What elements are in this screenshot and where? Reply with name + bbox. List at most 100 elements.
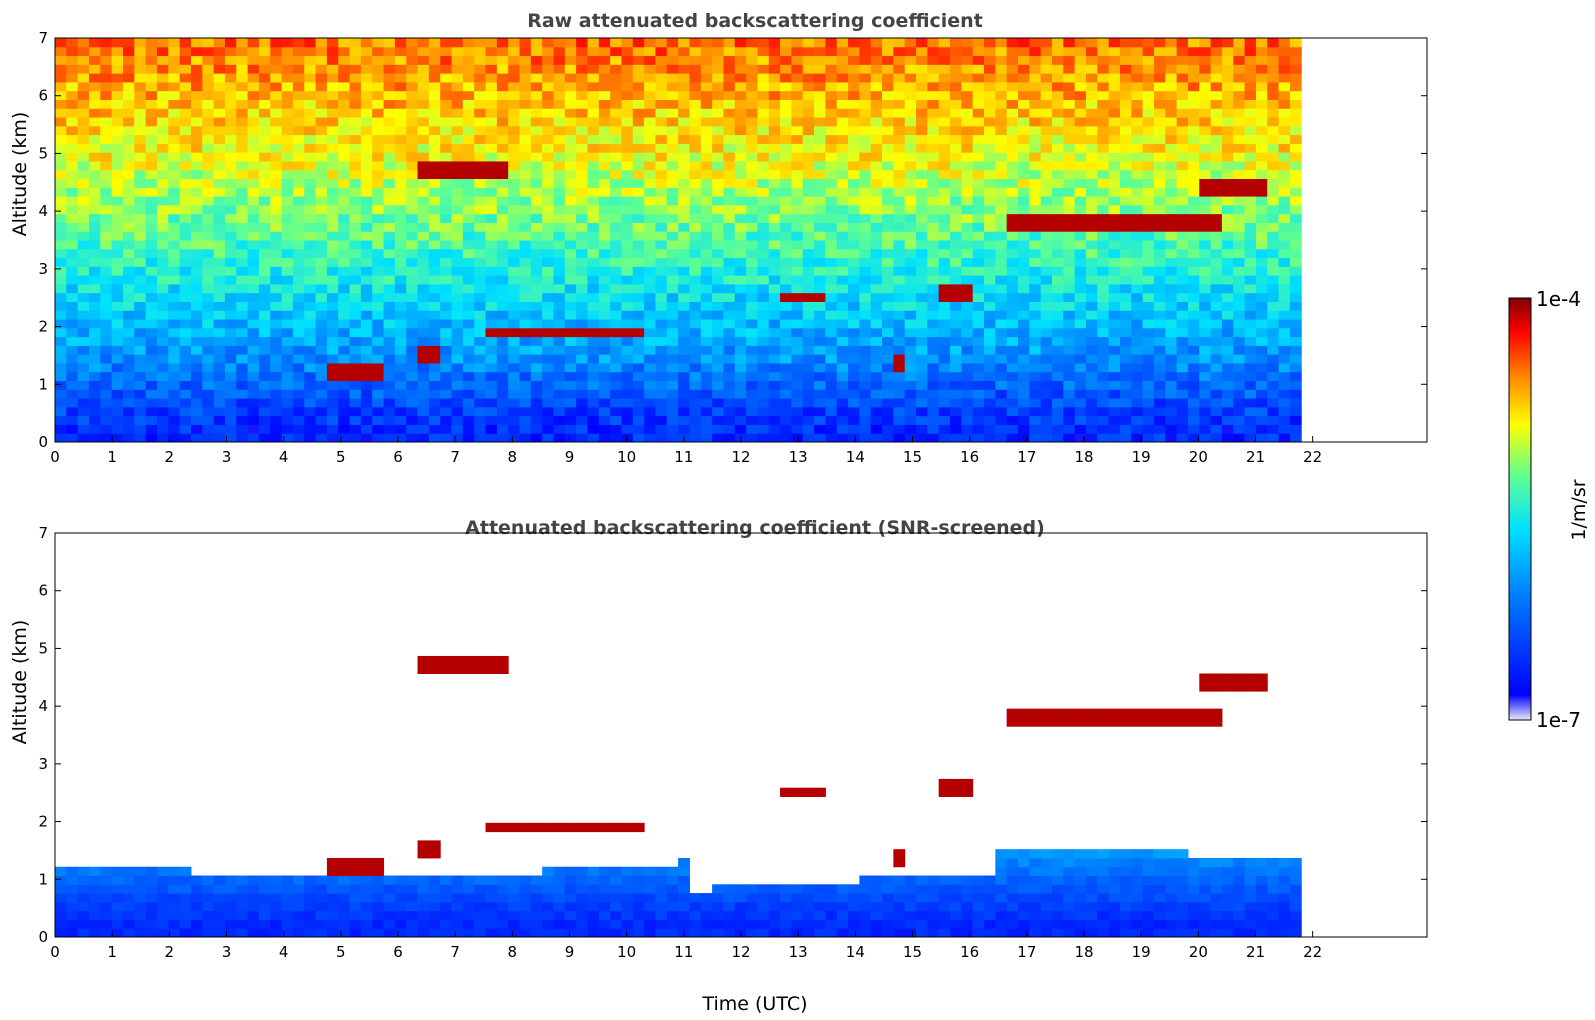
heatmap-cell bbox=[1176, 125, 1189, 136]
heatmap-cell bbox=[224, 424, 237, 434]
heatmap-cell bbox=[927, 46, 940, 57]
heatmap-cell bbox=[134, 134, 147, 144]
heatmap-cell bbox=[870, 81, 883, 92]
heatmap-cell bbox=[723, 389, 736, 399]
heatmap-cell bbox=[542, 178, 554, 188]
heatmap-cell bbox=[1051, 257, 1064, 267]
heatmap-cell bbox=[349, 354, 362, 364]
heatmap-cell bbox=[961, 415, 974, 425]
heatmap-cell bbox=[632, 283, 645, 294]
heatmap-cell bbox=[224, 310, 237, 320]
heatmap-cell bbox=[1108, 301, 1121, 311]
heatmap-cell bbox=[972, 117, 985, 127]
heatmap-cell bbox=[882, 389, 894, 399]
heatmap-cell bbox=[88, 319, 101, 329]
heatmap-cell bbox=[1267, 362, 1280, 373]
heatmap-cell bbox=[111, 125, 124, 136]
heatmap-cell bbox=[236, 380, 249, 390]
heatmap-cell bbox=[598, 204, 611, 215]
heatmap-cell bbox=[757, 310, 770, 320]
heatmap-cell bbox=[666, 213, 679, 223]
heatmap-cell bbox=[281, 406, 294, 417]
heatmap-cell bbox=[519, 292, 532, 302]
heatmap-cell bbox=[678, 134, 690, 144]
heatmap-cell bbox=[610, 345, 622, 355]
heatmap-cell bbox=[1131, 240, 1144, 250]
heatmap-cell bbox=[927, 125, 940, 136]
heatmap-cell bbox=[1153, 90, 1166, 100]
heatmap-cell bbox=[1006, 424, 1019, 434]
heatmap-cell bbox=[281, 117, 294, 127]
heatmap-cell bbox=[712, 415, 724, 425]
heatmap-cell bbox=[1165, 389, 1178, 399]
heatmap-cell bbox=[1153, 354, 1166, 364]
heatmap-cell bbox=[530, 108, 543, 118]
heatmap-cell bbox=[757, 169, 770, 180]
heatmap-cell bbox=[1017, 99, 1030, 109]
heatmap-cell bbox=[88, 345, 101, 355]
heatmap-cell bbox=[644, 178, 656, 188]
heatmap-cell bbox=[1153, 178, 1166, 188]
heatmap-cell bbox=[791, 301, 804, 311]
heatmap-cell bbox=[530, 90, 543, 100]
heatmap-cell bbox=[156, 266, 169, 276]
heatmap-cell bbox=[292, 371, 305, 382]
heatmap-cell bbox=[734, 160, 747, 171]
heatmap-cell bbox=[1221, 90, 1234, 100]
heatmap-cell bbox=[598, 134, 611, 144]
heatmap-cell bbox=[406, 389, 419, 399]
heatmap-cell bbox=[451, 424, 464, 434]
heatmap-cell bbox=[723, 266, 736, 276]
heatmap-cell bbox=[1029, 240, 1042, 250]
heatmap-cell bbox=[496, 90, 509, 100]
heatmap-cell bbox=[1221, 319, 1234, 329]
heatmap-cell bbox=[1006, 134, 1019, 144]
heatmap-cell bbox=[802, 415, 815, 425]
heatmap-cell bbox=[496, 99, 509, 109]
heatmap-cell bbox=[791, 275, 804, 285]
heatmap-cell bbox=[938, 213, 951, 223]
heatmap-cell bbox=[893, 143, 906, 153]
heatmap-cell bbox=[542, 362, 554, 373]
heatmap-cell bbox=[1244, 292, 1257, 302]
heatmap-cell bbox=[428, 73, 441, 83]
heatmap-cell bbox=[984, 99, 996, 109]
heatmap-cell bbox=[417, 204, 430, 215]
heatmap-cell bbox=[848, 143, 860, 153]
heatmap-cell bbox=[213, 275, 226, 285]
heatmap-cell bbox=[972, 108, 985, 118]
heatmap-cell bbox=[179, 354, 192, 364]
heatmap-cell bbox=[508, 319, 521, 329]
heatmap-cell bbox=[496, 178, 509, 188]
heatmap-cell bbox=[916, 301, 928, 311]
heatmap-cell bbox=[984, 187, 996, 197]
heatmap-cell bbox=[802, 196, 815, 206]
heatmap-cell bbox=[77, 125, 90, 136]
heatmap-cell bbox=[689, 81, 702, 92]
heatmap-cell bbox=[564, 90, 577, 100]
heatmap-cell bbox=[553, 275, 566, 285]
heatmap-cell bbox=[564, 143, 577, 153]
heatmap-cell bbox=[462, 362, 475, 373]
heatmap-cell bbox=[1085, 398, 1098, 408]
heatmap-cell bbox=[100, 169, 113, 180]
heatmap-cell bbox=[870, 406, 883, 417]
heatmap-cell bbox=[122, 231, 135, 241]
heatmap-cell bbox=[1119, 81, 1132, 92]
heatmap-cell bbox=[1108, 240, 1121, 250]
heatmap-cell bbox=[1040, 108, 1053, 118]
heatmap-cell bbox=[236, 248, 249, 259]
heatmap-cell bbox=[530, 301, 543, 311]
heatmap-cell bbox=[1176, 196, 1189, 206]
heatmap-cell bbox=[1199, 248, 1212, 259]
heatmap-cell bbox=[825, 433, 838, 443]
heatmap-cell bbox=[655, 99, 668, 109]
heatmap-cell bbox=[156, 424, 169, 434]
heatmap-cell bbox=[859, 389, 872, 399]
heatmap-cell bbox=[1097, 415, 1110, 425]
heatmap-cell bbox=[916, 292, 928, 302]
heatmap-cell bbox=[292, 336, 305, 346]
heatmap-cell bbox=[689, 345, 702, 355]
heatmap-cell bbox=[882, 248, 894, 259]
heatmap-cell bbox=[542, 187, 554, 197]
